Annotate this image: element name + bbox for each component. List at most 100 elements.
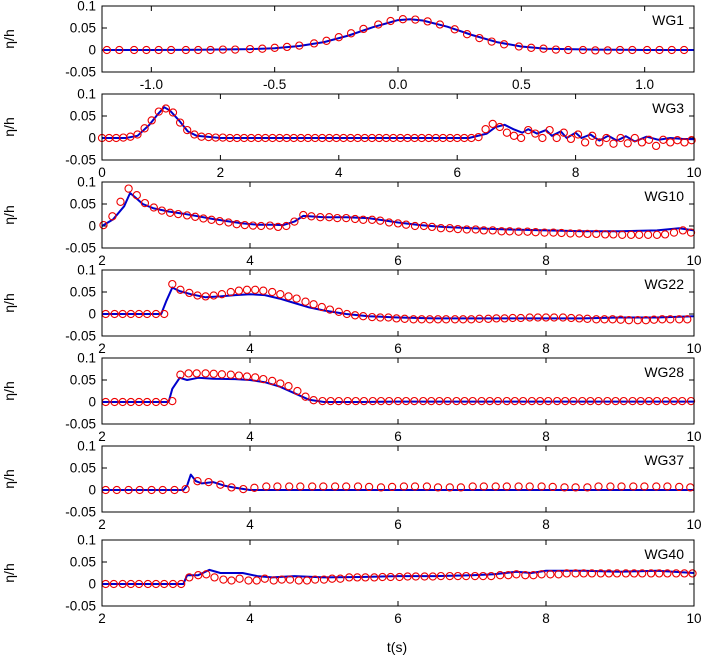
y-tick-label: 0.05	[70, 373, 96, 388]
x-tick-label: 4	[246, 611, 254, 626]
measured-point	[518, 396, 528, 406]
panel-frame	[101, 357, 695, 425]
measured-point	[227, 576, 236, 585]
x-tick-label: 2	[98, 341, 106, 356]
measured-point	[644, 135, 654, 144]
x-tick-label: 6	[394, 341, 402, 356]
y-tick-label: 0	[88, 483, 96, 498]
measured-point	[378, 572, 387, 582]
measured-point	[683, 315, 692, 324]
gauge-label: WG3	[652, 100, 684, 116]
measured-point	[296, 482, 305, 491]
measured-point	[368, 396, 377, 406]
y-tick-label: -0.05	[65, 505, 96, 520]
measured-point	[175, 118, 185, 127]
measured-point	[435, 20, 445, 29]
measured-point	[559, 128, 568, 137]
measured-point	[151, 309, 161, 319]
measured-point	[524, 125, 533, 135]
measured-point	[154, 107, 163, 116]
measured-point	[487, 571, 496, 581]
measured-point	[359, 24, 368, 34]
measured-point	[336, 574, 345, 583]
measured-point	[110, 309, 119, 319]
measured-point	[160, 309, 169, 319]
x-tick-label: 8	[542, 611, 550, 626]
gauge-label: WG1	[652, 12, 684, 28]
measured-point	[436, 224, 446, 233]
measured-point	[294, 576, 303, 585]
measured-point	[142, 397, 152, 407]
measured-point	[502, 396, 511, 406]
measured-point	[652, 396, 662, 406]
model-series-line	[102, 286, 694, 320]
measured-point	[166, 45, 176, 55]
measured-point	[679, 45, 689, 55]
measured-point	[423, 17, 432, 26]
measured-point	[194, 45, 203, 55]
measured-point	[227, 483, 236, 492]
y-tick-label: -0.05	[65, 241, 96, 256]
measured-point	[485, 396, 494, 406]
measured-point	[456, 483, 466, 492]
x-tick-label: 2	[98, 517, 106, 532]
measured-point	[666, 315, 675, 324]
measured-point	[231, 45, 240, 54]
gauge-label: WG28	[644, 364, 684, 380]
measured-point	[176, 370, 185, 379]
measured-point	[661, 396, 671, 406]
measured-point	[370, 573, 379, 582]
measured-point	[419, 221, 429, 231]
measured-point	[126, 579, 136, 589]
measured-point	[548, 482, 557, 492]
measured-point	[594, 482, 603, 491]
measured-point	[258, 44, 267, 53]
measured-point	[218, 45, 228, 54]
x-tick-label: 10	[686, 253, 701, 268]
y-tick-label: -0.05	[65, 153, 96, 168]
y-tick-label: 0.1	[77, 175, 96, 190]
measured-point	[299, 210, 308, 220]
y-tick-label: 0.05	[70, 21, 96, 36]
measured-point	[147, 116, 156, 125]
measured-point	[514, 482, 523, 491]
panel-wg10: -0.05 0 0.05 0.1 2 4 6 8 10 η/h WG10	[1, 175, 702, 269]
measured-point	[600, 315, 609, 324]
measured-point	[134, 397, 144, 407]
measured-point	[393, 219, 403, 228]
measured-point	[322, 36, 331, 45]
measured-point	[686, 228, 696, 237]
measured-point	[134, 579, 144, 589]
measured-point	[659, 135, 668, 144]
measured-point	[492, 314, 501, 323]
x-tick-label: -1.0	[140, 77, 163, 92]
y-axis-title: η/h	[1, 117, 17, 136]
measured-point	[488, 226, 497, 235]
measured-point	[504, 571, 513, 580]
x-tick-label: 6	[394, 611, 402, 626]
measured-point	[293, 386, 302, 396]
measured-point	[284, 292, 293, 301]
measured-point	[118, 309, 127, 319]
measured-point	[487, 37, 496, 46]
measured-point	[428, 572, 437, 581]
measured-point	[242, 285, 252, 294]
measured-point	[539, 44, 548, 53]
measured-point	[216, 480, 225, 489]
measured-point	[129, 45, 139, 55]
measured-point	[316, 213, 325, 222]
x-tick-label: 10	[686, 429, 701, 444]
measured-point	[525, 482, 534, 491]
y-axis-title: η/h	[1, 205, 17, 224]
measured-point	[484, 314, 493, 323]
measured-point	[537, 482, 546, 491]
measured-point	[219, 575, 228, 584]
y-tick-label: 0.1	[77, 351, 96, 366]
measured-point	[624, 316, 634, 325]
measured-point	[209, 291, 218, 300]
measured-point	[116, 197, 125, 206]
x-tick-label: 4	[246, 253, 254, 268]
measured-point	[209, 369, 218, 378]
x-tick-label: 6	[394, 253, 402, 268]
measured-point	[268, 287, 277, 297]
